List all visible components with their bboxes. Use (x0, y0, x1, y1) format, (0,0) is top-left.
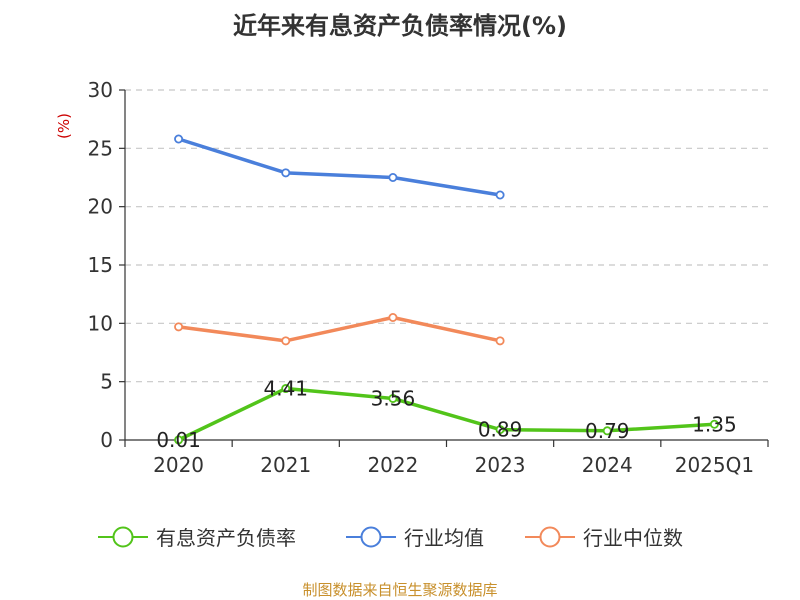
legend-label: 行业均值 (404, 526, 484, 550)
legend-item[interactable]: 行业均值 (346, 526, 484, 550)
chart-title: 近年来有息资产负债率情况(%) (233, 12, 567, 40)
data-label: 0.01 (156, 428, 201, 452)
data-point (602, 426, 612, 436)
data-label: 4.41 (263, 377, 308, 401)
legend-item[interactable]: 行业中位数 (525, 526, 683, 550)
y-tick-label: 25 (88, 136, 113, 160)
legend-item[interactable]: 有息资产负债率 (98, 526, 296, 550)
data-point (388, 312, 398, 322)
data-point (174, 435, 184, 445)
x-tick-label: 2020 (153, 453, 204, 477)
x-tick-label: 2022 (367, 453, 418, 477)
data-point (174, 134, 184, 144)
data-point (495, 336, 505, 346)
y-tick-label: 15 (88, 253, 113, 277)
axes: 0 5 10 15 20 25 30 2020 2021 2022 2023 2024 2025Q1 (88, 78, 769, 477)
data-label: 3.56 (371, 386, 416, 410)
series-line (176, 315, 502, 343)
legend-label: 有息资产负债率 (156, 526, 296, 550)
data-point (709, 419, 719, 429)
x-tick-label: 2021 (260, 453, 311, 477)
series-lines (174, 134, 719, 445)
data-point (281, 168, 291, 178)
y-tick-label: 30 (88, 78, 113, 102)
gridlines (125, 89, 768, 383)
data-point (174, 322, 184, 332)
x-tick-label: 2024 (582, 453, 633, 477)
y-tick-label: 0 (100, 428, 113, 452)
legend-marker-icon (112, 526, 134, 548)
data-point (281, 384, 291, 394)
series-line (176, 386, 717, 442)
data-point (388, 172, 398, 182)
data-label: 0.89 (478, 418, 523, 442)
legend[interactable]: 有息资产负债率 行业均值 行业中位数 (98, 526, 683, 550)
legend-marker-icon (360, 526, 382, 548)
legend-marker-icon (539, 526, 561, 548)
series-line (176, 137, 502, 197)
x-tick-label: 2025Q1 (675, 453, 754, 477)
data-label: 1.35 (692, 412, 737, 436)
source-note: 制图数据来自恒生聚源数据库 (302, 581, 497, 599)
data-point (495, 425, 505, 435)
y-tick-label: 10 (88, 311, 113, 335)
data-label: 0.79 (585, 419, 630, 443)
data-point (281, 336, 291, 346)
y-tick-label: 20 (88, 195, 113, 219)
data-labels: 0.01 4.41 3.56 0.89 0.79 1.35 (156, 377, 736, 452)
y-axis-unit: (%) (55, 113, 73, 139)
legend-label: 行业中位数 (583, 526, 683, 550)
data-point (388, 393, 398, 403)
y-tick-label: 5 (100, 370, 113, 394)
data-point (495, 190, 505, 200)
x-tick-label: 2023 (475, 453, 526, 477)
